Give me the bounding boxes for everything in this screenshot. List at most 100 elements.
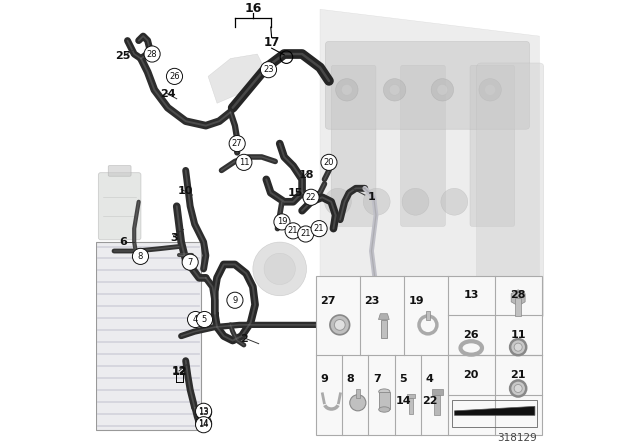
Text: 13: 13 [198,408,209,417]
Circle shape [144,46,160,62]
Circle shape [188,311,204,327]
Circle shape [350,395,366,411]
Text: 14: 14 [198,419,209,428]
Circle shape [196,415,212,431]
Text: 15: 15 [288,188,303,198]
FancyBboxPatch shape [325,42,529,129]
Circle shape [510,339,526,355]
Text: 20: 20 [463,370,479,380]
Circle shape [437,85,448,95]
FancyBboxPatch shape [99,172,141,240]
FancyBboxPatch shape [470,65,515,226]
Text: 23: 23 [364,296,380,306]
Circle shape [335,79,358,101]
Circle shape [383,79,406,101]
FancyBboxPatch shape [401,65,445,226]
Bar [96,242,202,430]
Text: 18: 18 [299,170,314,180]
Text: 318129: 318129 [497,433,537,443]
Polygon shape [454,406,535,415]
Bar [408,398,413,414]
FancyBboxPatch shape [477,63,544,318]
Text: 3: 3 [171,233,179,242]
Text: 16: 16 [244,2,262,15]
Text: 14: 14 [198,420,209,429]
Text: 12: 12 [172,367,187,377]
Circle shape [484,85,495,95]
Text: 21: 21 [288,226,298,235]
Text: 22: 22 [422,396,438,406]
Circle shape [321,154,337,170]
Text: 10: 10 [178,185,193,196]
Text: 7: 7 [373,374,381,384]
FancyBboxPatch shape [331,65,376,226]
Text: 5: 5 [399,374,407,384]
Polygon shape [320,9,540,403]
Circle shape [236,154,252,170]
Bar [96,242,202,430]
Circle shape [342,85,352,95]
Text: 21: 21 [314,224,324,233]
Bar [356,389,360,398]
Text: 26: 26 [169,72,180,81]
Polygon shape [208,54,266,103]
Circle shape [285,223,301,239]
Ellipse shape [379,389,390,394]
Circle shape [441,188,468,215]
Circle shape [274,214,290,230]
Ellipse shape [379,407,390,412]
Text: 27: 27 [320,296,335,306]
Text: 23: 23 [263,65,274,74]
Circle shape [264,253,296,284]
Text: 19: 19 [408,296,424,306]
Circle shape [253,242,307,296]
Circle shape [182,254,198,270]
Text: 6: 6 [119,237,127,247]
Bar [452,400,537,426]
Circle shape [196,311,212,327]
Circle shape [227,292,243,308]
Bar [316,276,541,435]
FancyBboxPatch shape [108,165,131,176]
Text: 19: 19 [276,217,287,226]
Text: 27: 27 [232,139,243,148]
Bar [379,392,390,409]
Circle shape [479,79,501,101]
Bar [432,389,443,395]
Circle shape [324,188,351,215]
Circle shape [196,404,212,420]
Bar [407,394,415,398]
Text: 25: 25 [115,51,131,61]
Circle shape [510,380,526,396]
Text: 21: 21 [511,370,526,380]
Text: 14: 14 [396,396,411,406]
Circle shape [514,343,522,351]
Bar [381,319,387,338]
Text: 28: 28 [147,50,157,59]
Circle shape [389,85,400,95]
Text: 4: 4 [193,315,198,324]
Text: 24: 24 [160,89,175,99]
Text: 4: 4 [426,374,434,384]
Text: 1: 1 [367,192,376,202]
Circle shape [311,220,327,237]
Text: 2: 2 [240,334,248,344]
Circle shape [260,62,276,78]
Circle shape [166,69,182,85]
Circle shape [514,384,522,392]
Text: 8: 8 [347,374,355,384]
Circle shape [303,189,319,205]
Text: 8: 8 [138,252,143,261]
Text: 22: 22 [306,193,316,202]
Circle shape [229,135,245,151]
Circle shape [298,226,314,242]
Text: 11: 11 [511,330,526,340]
Text: 17: 17 [264,36,280,49]
Circle shape [402,188,429,215]
Bar [434,395,440,415]
Circle shape [196,417,212,433]
Circle shape [431,79,454,101]
Circle shape [330,315,349,335]
Text: 5: 5 [202,315,207,324]
Circle shape [334,319,345,330]
